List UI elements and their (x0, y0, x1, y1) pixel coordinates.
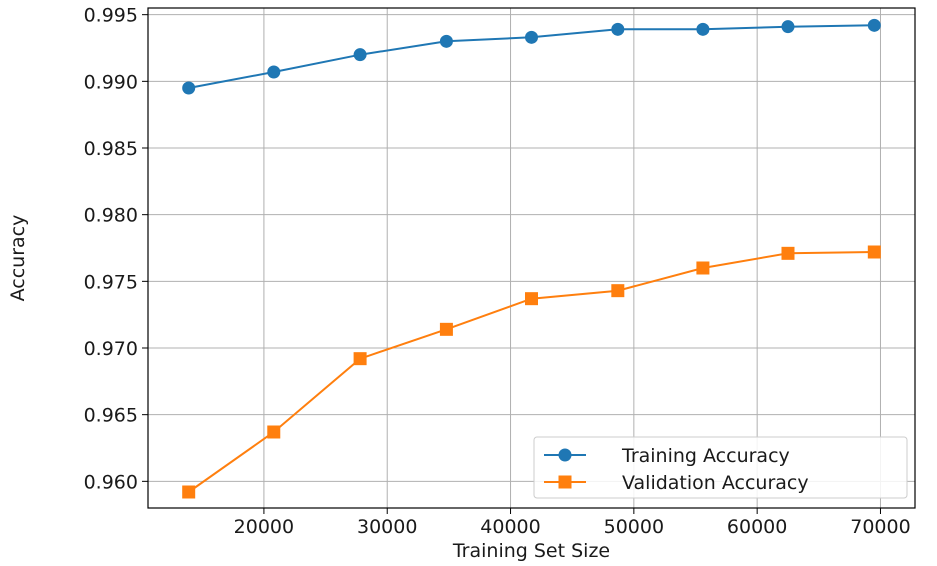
plot-area-frame (147, 7, 916, 509)
legend-label: Validation Accuracy (622, 472, 809, 494)
data-point (353, 48, 367, 62)
series-validation-accuracy (182, 245, 881, 499)
y-tick-label: 0.970 (84, 338, 138, 360)
series-layer (182, 18, 881, 499)
y-tick-label: 0.975 (84, 271, 138, 293)
legend-label: Training Accuracy (621, 445, 790, 467)
x-tick-label: 30000 (357, 516, 417, 538)
data-point (611, 284, 625, 298)
legend-marker (558, 475, 572, 489)
data-point (781, 246, 795, 260)
data-point (267, 65, 281, 79)
data-point (439, 322, 453, 336)
data-point (182, 81, 196, 95)
data-point (867, 18, 881, 32)
y-tick-label: 0.985 (84, 138, 138, 160)
data-point (525, 30, 538, 44)
y-axis-title: Accuracy (7, 215, 29, 302)
x-axis-title: Training Set Size (452, 540, 610, 562)
legend-item: Training Accuracy (544, 445, 790, 467)
data-point (867, 245, 881, 259)
data-point (696, 261, 710, 275)
data-point (353, 352, 367, 366)
y-tick-label: 0.965 (84, 405, 138, 427)
legend-item: Validation Accuracy (544, 472, 809, 494)
axis-ticks: 20000 30000 40000 50000 60000 70000 0.960 0.965… (84, 5, 911, 538)
y-tick-label: 0.980 (84, 205, 138, 227)
legend-box (533, 436, 908, 499)
grid-lines (148, 8, 915, 508)
x-tick-label: 20000 (234, 516, 294, 538)
data-point (267, 425, 281, 439)
x-tick-label: 60000 (727, 516, 787, 538)
y-tick-label: 0.995 (84, 5, 138, 27)
x-tick-label: 40000 (480, 516, 540, 538)
x-tick-label: 50000 (604, 516, 664, 538)
data-point (182, 485, 196, 499)
legend: Training Accuracy Validation Accuracy (533, 436, 908, 499)
series-training-accuracy (182, 18, 881, 95)
data-point (781, 20, 795, 34)
data-point (696, 22, 710, 36)
y-tick-label: 0.990 (84, 71, 138, 93)
data-point (525, 292, 538, 306)
y-tick-label: 0.960 (84, 471, 138, 493)
data-point (439, 34, 453, 48)
data-point (611, 22, 625, 36)
legend-marker (558, 448, 572, 462)
x-tick-label: 70000 (850, 516, 910, 538)
